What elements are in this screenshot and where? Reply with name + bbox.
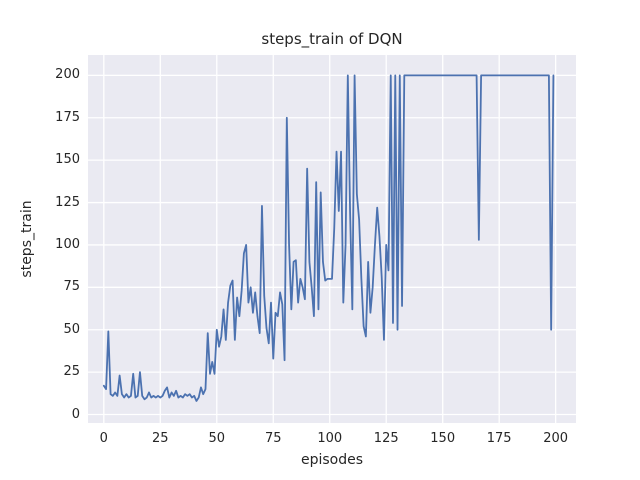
y-axis-label: steps_train: [19, 200, 35, 278]
y-tick-label: 100: [55, 236, 80, 252]
x-tick-label: 50: [208, 431, 226, 446]
x-tick-label: 75: [264, 431, 282, 446]
y-tick-label: 75: [63, 279, 80, 295]
y-tick-label: 50: [63, 321, 80, 337]
y-tick-label: 175: [55, 109, 80, 125]
x-axis-label: episodes: [300, 452, 364, 468]
x-tick-label: 25: [152, 431, 169, 446]
plot-area: [88, 55, 576, 423]
y-tick-label: 150: [55, 152, 80, 168]
y-tick-label: 200: [55, 67, 80, 83]
chart-title: steps_train of DQN: [261, 30, 403, 48]
line-chart: [88, 55, 576, 423]
x-tick-label: 125: [373, 431, 399, 446]
x-tick-label: 0: [99, 431, 108, 446]
x-tick-label: 175: [486, 431, 512, 446]
x-tick-label: 150: [430, 431, 456, 446]
x-tick-label: 100: [317, 431, 343, 446]
x-tick-label: 200: [543, 431, 569, 446]
y-tick-label: 25: [63, 364, 80, 380]
dqn-steps-line: [102, 74, 555, 402]
y-tick-label: 125: [55, 194, 80, 210]
y-tick-label: 0: [71, 406, 80, 422]
